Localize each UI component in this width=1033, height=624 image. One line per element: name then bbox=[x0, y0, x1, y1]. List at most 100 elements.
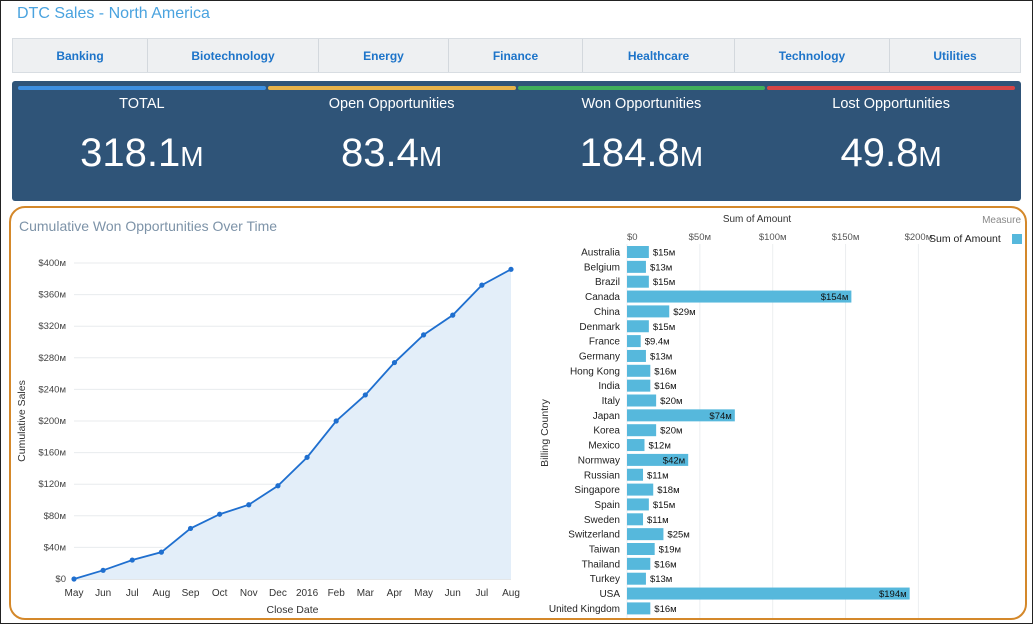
bar bbox=[627, 409, 735, 422]
industry-tabs: Banking Biotechnology Energy Finance Hea… bbox=[12, 38, 1021, 73]
tab-banking[interactable]: Banking bbox=[13, 39, 148, 72]
tab-technology[interactable]: Technology bbox=[735, 39, 890, 72]
bar bbox=[627, 349, 646, 362]
bar-axis-title: Sum of Amount bbox=[723, 214, 792, 225]
bar bbox=[627, 602, 651, 615]
data-point bbox=[450, 312, 456, 318]
bar-value-label: $19м bbox=[659, 545, 681, 556]
kpi-lost-opportunities[interactable]: Lost Opportunities 49.8M bbox=[766, 81, 1016, 201]
bar-value-label: $15м bbox=[653, 248, 675, 259]
country-label: India bbox=[598, 381, 620, 392]
bar bbox=[627, 305, 670, 318]
bar-value-label: $15м bbox=[653, 277, 675, 288]
y-tick-label: $40м bbox=[44, 542, 66, 553]
country-label: Turkey bbox=[590, 574, 620, 585]
country-label: Mexico bbox=[588, 441, 620, 452]
data-point bbox=[362, 392, 368, 398]
page-title: DTC Sales - North America bbox=[17, 5, 210, 22]
bar bbox=[627, 587, 910, 600]
bar bbox=[627, 572, 646, 585]
bar-value-label: $20м bbox=[660, 426, 682, 437]
x-tick-label: Jul bbox=[475, 588, 488, 599]
y-tick-label: $400м bbox=[38, 258, 66, 269]
bar-value-label: $18м bbox=[657, 485, 679, 496]
y-tick-label: $120м bbox=[38, 479, 66, 490]
country-label: Taiwan bbox=[589, 545, 620, 556]
country-label: Thailand bbox=[582, 559, 620, 570]
x-tick-label: Sep bbox=[182, 588, 200, 599]
bar-value-label: $12м bbox=[648, 441, 670, 452]
x-tick-label: May bbox=[414, 588, 433, 599]
country-label: Korea bbox=[593, 426, 620, 437]
bar-value-label: $15м bbox=[653, 500, 675, 511]
bar-value-label: $13м bbox=[650, 351, 672, 362]
bar bbox=[627, 320, 649, 333]
x-tick-label: $0 bbox=[627, 232, 638, 243]
x-tick-label: Jun bbox=[445, 588, 461, 599]
bar bbox=[627, 498, 649, 511]
kpi-open-value: 83.4M bbox=[341, 131, 443, 175]
country-label: France bbox=[589, 337, 621, 348]
y-tick-label: $80м bbox=[44, 511, 66, 522]
kpi-open-opportunities[interactable]: Open Opportunities 83.4M bbox=[267, 81, 517, 201]
data-point bbox=[71, 576, 77, 582]
country-label: Germany bbox=[579, 351, 620, 362]
country-label: China bbox=[594, 307, 621, 318]
legend-swatch bbox=[1012, 234, 1022, 244]
tab-utilities[interactable]: Utilities bbox=[933, 48, 977, 63]
bar-value-label: $11м bbox=[647, 515, 669, 526]
bar bbox=[627, 394, 657, 407]
tab-finance[interactable]: Finance bbox=[449, 39, 583, 72]
bar-value-label: $13м bbox=[650, 262, 672, 273]
country-label: Sweden bbox=[584, 515, 620, 526]
bar bbox=[627, 557, 651, 570]
data-point bbox=[129, 557, 135, 563]
x-tick-label: Oct bbox=[212, 588, 228, 599]
line-chart-title: Cumulative Won Opportunities Over Time bbox=[19, 218, 278, 234]
y-tick-label: $280м bbox=[38, 353, 66, 364]
tab-energy[interactable]: Energy bbox=[319, 39, 449, 72]
country-label: Belgium bbox=[584, 262, 620, 273]
x-tick-label: $50м bbox=[689, 232, 711, 243]
kpi-open-color-bar bbox=[267, 86, 516, 90]
country-label: Hong Kong bbox=[570, 366, 620, 377]
kpi-won-color-bar bbox=[517, 86, 766, 90]
legend-label: Sum of Amount bbox=[929, 233, 1001, 245]
kpi-total-value: 318.1M bbox=[80, 131, 204, 175]
bar-value-label: $74м bbox=[709, 411, 731, 422]
kpi-total[interactable]: TOTAL 318.1M bbox=[17, 81, 267, 201]
x-tick-label: Feb bbox=[328, 588, 346, 599]
data-point bbox=[158, 549, 164, 555]
tab-biotechnology[interactable]: Biotechnology bbox=[148, 39, 319, 72]
country-label: Normway bbox=[578, 455, 620, 466]
bar-value-label: $16м bbox=[654, 559, 676, 570]
bar-value-label: $194м bbox=[879, 589, 907, 600]
kpi-won-opportunities[interactable]: Won Opportunities 184.8M bbox=[517, 81, 767, 201]
bar-value-label: $29м bbox=[673, 307, 695, 318]
y-tick-label: $160м bbox=[38, 448, 66, 459]
bar bbox=[627, 364, 651, 377]
bar-value-label: $42м bbox=[663, 455, 685, 466]
bar bbox=[627, 543, 655, 555]
country-bar-chart[interactable]: Sum of Amount $0 $50м $100м $150м $200м Austra… bbox=[526, 208, 1026, 618]
bar bbox=[627, 379, 651, 392]
kpi-lost-value: 49.8M bbox=[840, 131, 942, 175]
x-tick-label: Aug bbox=[153, 588, 171, 599]
kpi-total-label: TOTAL bbox=[119, 96, 165, 112]
bar bbox=[627, 246, 649, 258]
cumulative-sales-chart[interactable]: $0 $40м $80м $120м $160м $200м $240м $280м $320м… bbox=[11, 208, 526, 618]
x-tick-label: Jul bbox=[126, 588, 139, 599]
bar bbox=[627, 483, 654, 496]
bar bbox=[627, 335, 641, 348]
kpi-won-label: Won Opportunities bbox=[581, 96, 702, 112]
data-point bbox=[187, 525, 194, 532]
bar-y-axis-title: Billing Country bbox=[539, 398, 551, 466]
x-tick-label: Jun bbox=[95, 588, 111, 599]
x-tick-label: $150м bbox=[832, 232, 860, 243]
tab-healthcare[interactable]: Healthcare bbox=[583, 39, 735, 72]
kpi-won-value: 184.8M bbox=[579, 131, 704, 175]
bar bbox=[627, 275, 649, 288]
data-point bbox=[304, 454, 310, 460]
bar-value-label: $154м bbox=[821, 292, 849, 303]
x-tick-label: May bbox=[65, 588, 84, 599]
